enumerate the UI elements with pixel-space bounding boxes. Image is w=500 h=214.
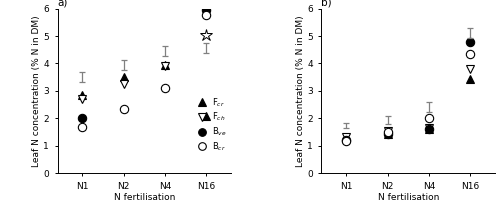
Text: a): a) [58, 0, 68, 8]
Text: b): b) [322, 0, 332, 8]
X-axis label: N fertilisation: N fertilisation [378, 193, 439, 202]
X-axis label: N fertilisation: N fertilisation [114, 193, 175, 202]
Y-axis label: Leaf N concentration (% N in DM): Leaf N concentration (% N in DM) [32, 15, 40, 167]
Legend: F$_{cr}$, F$_{ch}$, B$_{ve}$, B$_{cr}$: F$_{cr}$, F$_{ch}$, B$_{ve}$, B$_{cr}$ [190, 93, 230, 156]
Y-axis label: Leaf N concentration (% N in DM): Leaf N concentration (% N in DM) [296, 15, 304, 167]
